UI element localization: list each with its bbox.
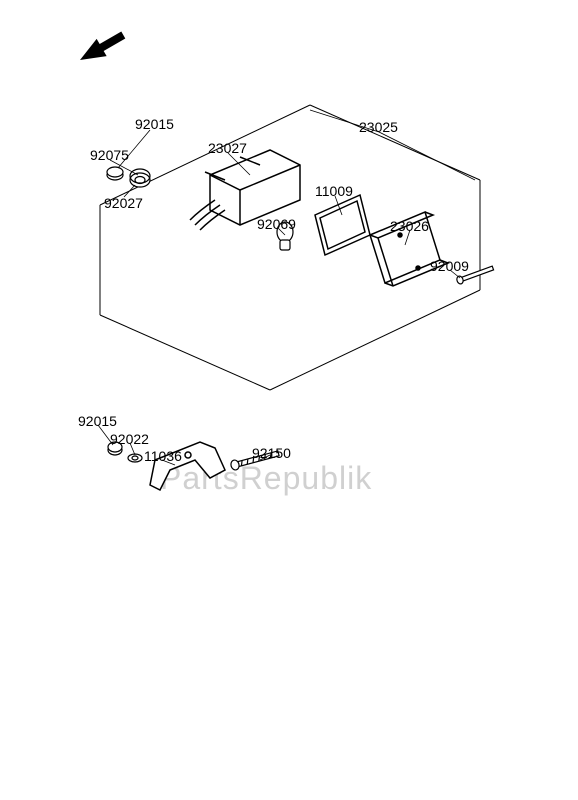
diagram-container: PartsRepublik bbox=[0, 0, 578, 800]
part-grommet bbox=[130, 169, 150, 187]
label-92069: 92069 bbox=[257, 216, 296, 232]
label-92075: 92075 bbox=[90, 147, 129, 163]
diagram-svg bbox=[0, 0, 578, 800]
label-92027: 92027 bbox=[104, 195, 143, 211]
label-92015-upper: 92015 bbox=[135, 116, 174, 132]
label-23026: 23026 bbox=[390, 218, 429, 234]
label-92022: 92022 bbox=[110, 431, 149, 447]
part-washer-lower bbox=[128, 454, 142, 462]
label-92009: 92009 bbox=[430, 258, 469, 274]
label-23027: 23027 bbox=[208, 140, 247, 156]
label-11009: 11009 bbox=[315, 183, 353, 199]
label-92150: 92150 bbox=[252, 445, 291, 461]
part-nut bbox=[107, 167, 123, 180]
label-92015-lower: 92015 bbox=[78, 413, 117, 429]
part-gasket bbox=[315, 195, 370, 255]
label-11036: 11036 bbox=[144, 448, 182, 464]
direction-arrow-icon bbox=[75, 26, 128, 68]
label-23025: 23025 bbox=[359, 119, 398, 135]
